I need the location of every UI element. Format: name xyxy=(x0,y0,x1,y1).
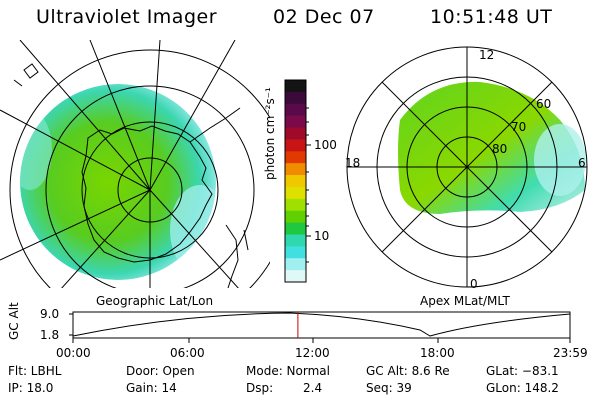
image-title: Ultraviolet Imager xyxy=(36,6,218,28)
colorbar-tick-100: 100 xyxy=(314,138,337,152)
footer-glon: GLon: 148.2 xyxy=(486,381,559,395)
colorbar-segment xyxy=(285,163,306,176)
mlt-label-6: 6 xyxy=(578,156,586,170)
colorbar-segment xyxy=(285,234,306,247)
colorbar-segment xyxy=(285,258,306,271)
image-date: 02 Dec 07 xyxy=(273,6,375,28)
colorbar-unit-label: photon cm⁻²s⁻¹ xyxy=(263,87,277,180)
altitude-ytick-1-8: 1.8 xyxy=(40,328,60,342)
mlat-label-80: 80 xyxy=(492,142,508,156)
colorbar-segment xyxy=(285,246,306,259)
altitude-ylabel: GC Alt xyxy=(7,302,21,340)
colorbar-segment xyxy=(285,115,306,129)
footer-dsp-label: Dsp: xyxy=(246,381,274,395)
altitude-xtick-0600: 06:00 xyxy=(170,346,205,360)
colorbar-segment xyxy=(285,186,306,200)
mag-auroral-emission xyxy=(398,81,585,215)
altitude-xtick-0000: 00:00 xyxy=(56,346,91,360)
altitude-curve xyxy=(72,312,571,337)
colorbar-segment xyxy=(285,80,306,93)
footer-gain: Gain: 14 xyxy=(126,381,177,395)
geographic-map xyxy=(0,40,270,288)
colorbar-segment xyxy=(285,198,306,212)
magnetic-panel-label: Apex MLat/MLT xyxy=(420,294,510,308)
geo-coastline xyxy=(13,63,249,288)
colorbar-segment xyxy=(285,175,306,188)
footer-dsp-value: 2.4 xyxy=(303,381,323,395)
altitude-ytick-9: 9.0 xyxy=(40,307,60,321)
colorbar-segment xyxy=(285,222,306,235)
colorbar-segment xyxy=(285,270,306,283)
mag-graticule xyxy=(346,46,588,288)
mlt-label-18: 18 xyxy=(345,156,361,170)
footer-mode: Mode: Normal xyxy=(246,364,330,378)
geo-graticule xyxy=(0,40,270,288)
colorbar-segment xyxy=(285,103,306,117)
altitude-xtick-1200: 12:00 xyxy=(295,346,330,360)
geo-auroral-emission xyxy=(20,84,216,280)
image-time: 10:51:48 UT xyxy=(430,6,553,28)
footer-door: Door: Open xyxy=(126,364,195,378)
colorbar-tick-10: 10 xyxy=(314,229,330,243)
mlat-label-70: 70 xyxy=(511,120,527,134)
colorbar-segment xyxy=(285,151,306,164)
mlt-label-0: 0 xyxy=(470,277,478,291)
altitude-plot-frame xyxy=(72,311,571,339)
footer-seq: Seq: 39 xyxy=(366,381,412,395)
mlat-label-60: 60 xyxy=(536,97,552,111)
mlt-label-12: 12 xyxy=(479,48,495,62)
altitude-xtick-2359: 23:59 xyxy=(553,346,588,360)
altitude-plot xyxy=(69,311,571,343)
altitude-xtick-1800: 18:00 xyxy=(420,346,455,360)
geographic-panel-label: Geographic Lat/Lon xyxy=(96,294,214,308)
colorbar-segment xyxy=(285,91,306,105)
footer-gc-alt: GC Alt: 8.6 Re xyxy=(366,364,450,378)
colorbar-segment xyxy=(285,210,306,224)
colorbar-segment xyxy=(285,127,306,140)
magnetic-map xyxy=(346,46,588,288)
footer-glat: GLat: −83.1 xyxy=(486,364,559,378)
colorbar xyxy=(284,79,311,283)
colorbar-segment xyxy=(285,139,306,152)
footer-ip: IP: 18.0 xyxy=(8,381,54,395)
footer-flt: Flt: LBHL xyxy=(8,364,62,378)
